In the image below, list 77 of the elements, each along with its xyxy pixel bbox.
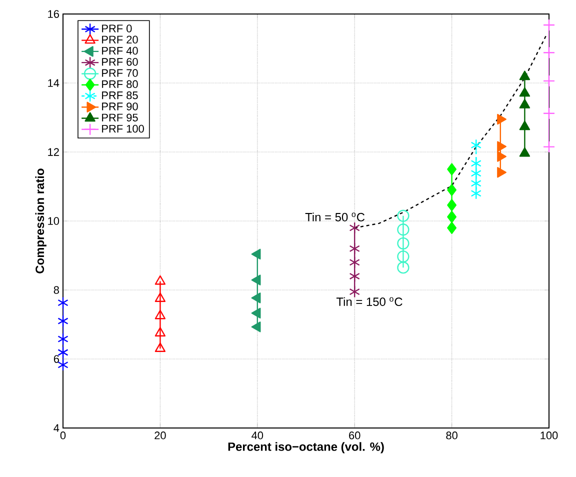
x-tick-label: 100 bbox=[540, 432, 558, 440]
point bbox=[154, 275, 166, 285]
point bbox=[497, 141, 506, 152]
y-tick-label: 16 bbox=[48, 10, 59, 18]
point bbox=[349, 256, 360, 268]
legend-label: PRF 90 bbox=[102, 102, 138, 110]
legend-label: PRF 20 bbox=[102, 36, 138, 44]
point bbox=[542, 46, 556, 59]
point bbox=[519, 120, 530, 130]
point bbox=[542, 74, 556, 88]
point bbox=[470, 187, 482, 200]
x-tick-label: 80 bbox=[446, 432, 458, 440]
y-tick-label: 4 bbox=[54, 424, 60, 432]
point bbox=[58, 296, 68, 309]
point bbox=[447, 210, 457, 223]
point bbox=[519, 87, 530, 97]
y-tick-label: 6 bbox=[54, 355, 59, 363]
x-axis-title: Percent iso−octane (vol. %) bbox=[228, 442, 384, 454]
point bbox=[542, 18, 556, 32]
y-axis-title: Compression ratio bbox=[35, 168, 46, 274]
point bbox=[447, 222, 457, 234]
legend-label: PRF 85 bbox=[102, 91, 138, 100]
point bbox=[251, 292, 261, 304]
point bbox=[251, 322, 261, 332]
x-tick-label: 20 bbox=[154, 432, 166, 440]
legend-label: PRF 70 bbox=[102, 69, 138, 77]
point bbox=[497, 167, 506, 178]
point bbox=[349, 270, 360, 282]
annotation: Tin = 150 $^{o}$C bbox=[336, 297, 402, 306]
point bbox=[447, 199, 457, 212]
legend-label: PRF 95 bbox=[102, 114, 138, 122]
y-tick-label: 10 bbox=[48, 217, 60, 225]
point bbox=[349, 286, 360, 298]
point bbox=[58, 358, 68, 371]
x-tick-label: 0 bbox=[60, 432, 66, 440]
legend-label: PRF 0 bbox=[102, 24, 132, 32]
point bbox=[542, 107, 556, 120]
point bbox=[447, 184, 457, 196]
point bbox=[251, 248, 261, 260]
point bbox=[154, 310, 166, 320]
y-tick-label: 8 bbox=[54, 286, 59, 294]
point bbox=[349, 242, 360, 255]
point bbox=[497, 114, 506, 125]
point bbox=[519, 147, 530, 157]
point bbox=[397, 210, 410, 222]
point bbox=[251, 274, 261, 286]
annotation: Tin = 50 $^{o}$C bbox=[305, 212, 365, 222]
point bbox=[397, 237, 410, 250]
point bbox=[447, 163, 457, 176]
y-tick-label: 12 bbox=[48, 148, 59, 156]
line-series bbox=[354, 34, 548, 228]
point bbox=[349, 222, 360, 234]
point bbox=[470, 167, 482, 180]
x-tick-label: 40 bbox=[252, 432, 264, 440]
point bbox=[397, 261, 410, 274]
point bbox=[58, 332, 68, 346]
point bbox=[154, 327, 166, 336]
point bbox=[251, 308, 261, 318]
point bbox=[397, 250, 410, 263]
point bbox=[519, 70, 530, 80]
point bbox=[154, 292, 166, 302]
y-tick-label: 14 bbox=[48, 79, 60, 87]
legend-label: PRF 60 bbox=[102, 58, 138, 66]
legend-label: PRF 100 bbox=[102, 124, 144, 133]
point bbox=[519, 99, 530, 108]
legend-label: PRF 80 bbox=[102, 80, 138, 88]
point bbox=[497, 151, 506, 162]
point bbox=[470, 157, 482, 170]
point bbox=[470, 139, 482, 152]
legend-label: PRF 40 bbox=[102, 46, 138, 55]
x-tick-label: 60 bbox=[349, 432, 360, 440]
point bbox=[154, 342, 166, 352]
point bbox=[542, 140, 556, 153]
point bbox=[58, 346, 68, 359]
point bbox=[397, 224, 410, 236]
point bbox=[470, 177, 482, 190]
point bbox=[58, 314, 68, 328]
